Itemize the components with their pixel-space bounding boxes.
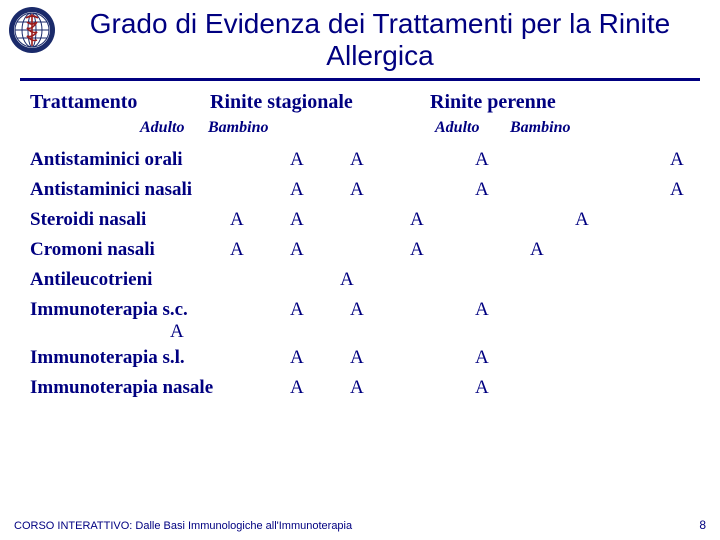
table-row: Immunoterapia nasale A A A [30,377,690,407]
cell: A [350,179,364,201]
cell: A [340,269,354,291]
table-row: Antistaminici nasali A A A A [30,179,690,209]
cell: A [350,299,364,321]
row-label: Antileucotrieni [30,269,152,291]
table-row: Antileucotrieni A [30,269,690,299]
cell: A [475,377,489,399]
page-title: Grado di Evidenza dei Trattamenti per la… [0,0,720,72]
cell: A [290,209,304,231]
cell: A [230,239,244,261]
subheader-child-2: Bambino [510,119,570,137]
table-row: Antistaminici orali A A A A [30,149,690,179]
cell: A [290,239,304,261]
cell: A [290,377,304,399]
cell: A [290,347,304,369]
cell: A [350,377,364,399]
row-label: Cromoni nasali [30,239,155,261]
subheader-child-1: Bambino [208,119,268,137]
cell: A [575,209,589,231]
subheader-adult-1: Adulto [140,119,184,137]
cell: A [530,239,544,261]
cell: A [475,299,489,321]
cell: A [670,149,684,171]
cell: A [410,239,424,261]
cell: A [475,347,489,369]
table-row: Immunoterapia s.l. A A A [30,347,690,377]
cell: A [350,149,364,171]
table-region: Trattamento Rinite stagionale Rinite per… [0,91,720,407]
cell: A [410,209,424,231]
cell: A [475,179,489,201]
title-divider [20,78,700,81]
column-headers: Trattamento Rinite stagionale Rinite per… [30,91,690,119]
row-label: Antistaminici nasali [30,179,192,201]
cell: A [350,347,364,369]
header-treatment: Trattamento [30,91,137,114]
row-label: Immunoterapia s.c. [30,299,188,321]
header-seasonal: Rinite stagionale [210,91,353,114]
cell: A [290,149,304,171]
table-row: Cromoni nasali A A A A [30,239,690,269]
subheader-adult-2: Adulto [435,119,479,137]
header-perennial: Rinite perenne [430,91,556,114]
row-label: Immunoterapia s.l. [30,347,185,369]
table-body: Antistaminici oraliAAAAAntistaminici nas… [30,149,690,407]
cell: A [475,149,489,171]
row-label: Immunoterapia nasale [30,377,213,399]
logo-badge [8,6,56,54]
page-number: 8 [699,518,706,532]
row-label: Steroidi nasali [30,209,146,231]
footer-text: CORSO INTERATTIVO: Dalle Basi Immunologi… [14,520,352,532]
row-secondary: A [170,321,184,343]
cell: A [290,299,304,321]
row-label: Antistaminici orali [30,149,183,171]
cell: A [290,179,304,201]
footer: CORSO INTERATTIVO: Dalle Basi Immunologi… [14,520,706,532]
cell: A [670,179,684,201]
column-subheaders: Adulto Bambino Adulto Bambino [30,119,690,143]
table-row: Immunoterapia s.c.AAAA [30,299,690,347]
table-row: Steroidi nasali A A A A [30,209,690,239]
cell: A [230,209,244,231]
